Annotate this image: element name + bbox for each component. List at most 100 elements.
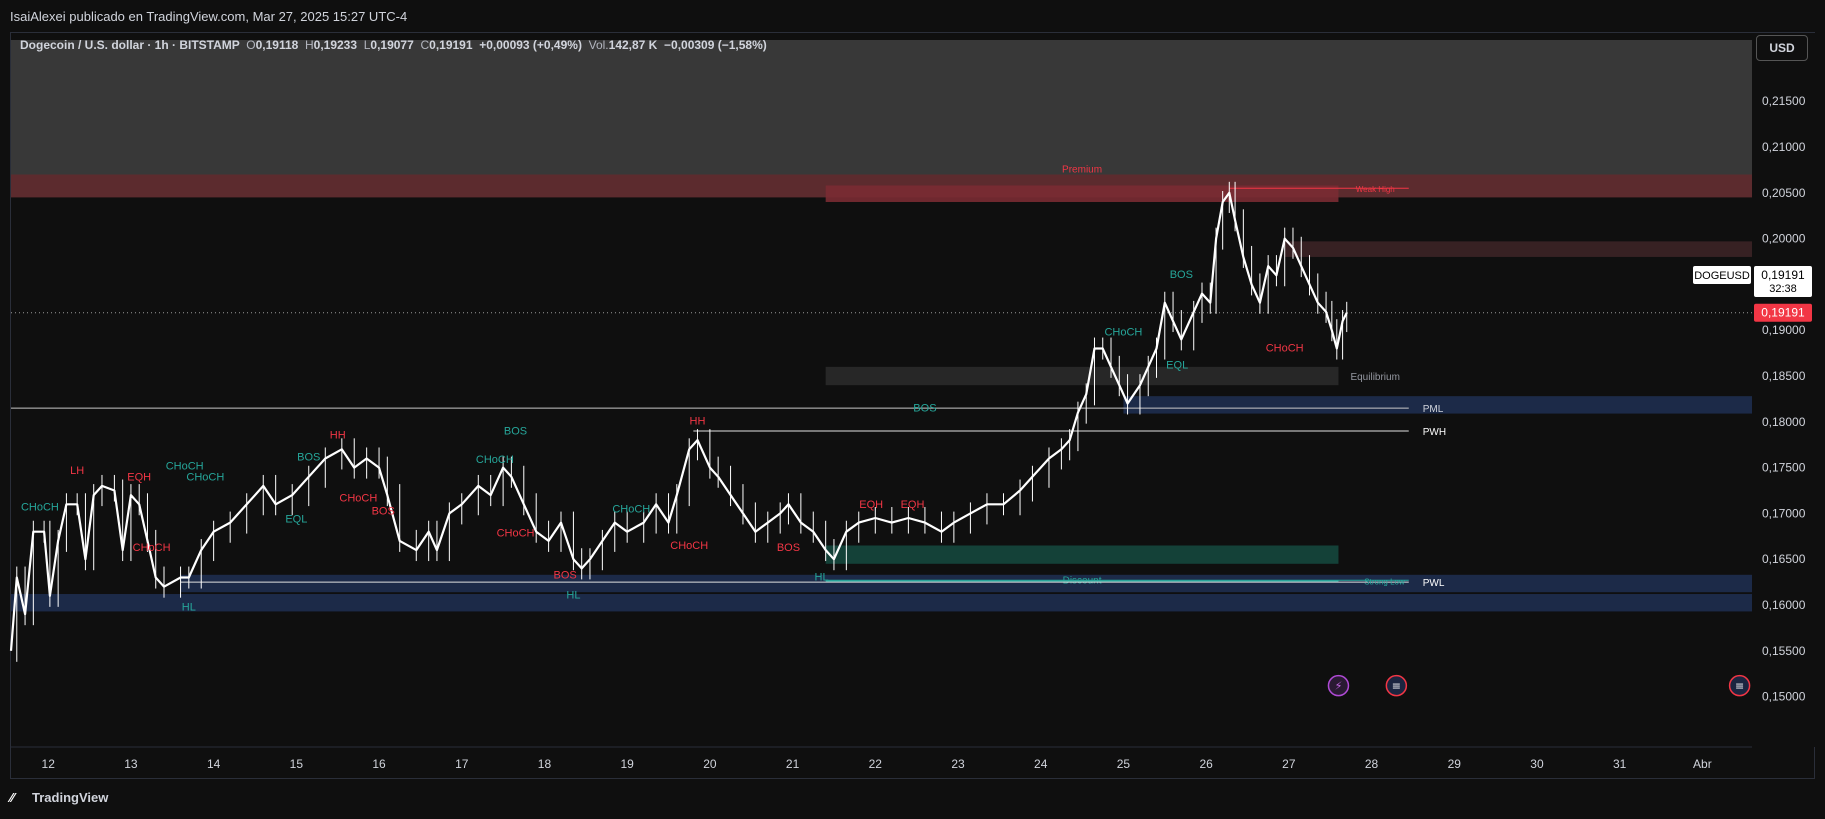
y-tick-label: 0,20500 — [1762, 186, 1806, 200]
x-tick-label: 17 — [455, 757, 469, 771]
zone-supply — [1284, 241, 1752, 257]
volume-value: 142,87 K — [608, 38, 658, 52]
zone-demand — [825, 545, 1339, 564]
x-tick-label: 12 — [42, 757, 56, 771]
zone-label-equilibrium: Equilibrium — [1350, 372, 1399, 383]
structure-label-eql: EQL — [1166, 360, 1188, 372]
close-label: C — [420, 38, 430, 52]
structure-label-eqh: EQH — [859, 499, 883, 511]
x-tick-label: 22 — [869, 757, 883, 771]
price-series-line — [9, 191, 1348, 651]
lightning-icon[interactable]: ⚡ — [1327, 674, 1350, 697]
structure-label-choch: CHoCH — [612, 504, 650, 516]
x-tick-label: 15 — [290, 757, 304, 771]
structure-label-hh: HH — [330, 429, 346, 441]
us-flag-icon[interactable]: ≡ — [1385, 674, 1408, 697]
price-axis-bg — [1752, 33, 1815, 747]
y-tick-label: 0,15500 — [1762, 644, 1806, 658]
y-tick-label: 0,19000 — [1762, 323, 1806, 337]
level-label-pml: PML — [1423, 404, 1444, 415]
last-price-tag — [1754, 303, 1812, 322]
publisher-bar: IsaiAlexei publicado en TradingView.com,… — [0, 0, 1825, 32]
structure-label-bos: BOS — [504, 426, 527, 438]
zone-pwl-zone — [180, 574, 1753, 593]
structure-label-choch: CHoCH — [186, 471, 224, 483]
high-label: H — [304, 38, 314, 52]
x-tick-label: 23 — [951, 757, 965, 771]
x-tick-label: 14 — [207, 757, 221, 771]
us-flag-icon[interactable]: ≡ — [1728, 674, 1751, 697]
symbol-legend: Dogecoin / U.S. dollar · 1h · BITSTAMP O… — [20, 38, 767, 52]
symbol-tag-text: DOGEUSD — [1694, 270, 1750, 282]
y-tick-label: 0,17500 — [1762, 461, 1806, 475]
y-tick-label: 0,20000 — [1762, 232, 1806, 246]
countdown-text: 32:38 — [1769, 283, 1797, 295]
x-tick-label: 18 — [538, 757, 552, 771]
x-tick-label: 30 — [1530, 757, 1544, 771]
last-price-tag-text: 0,19191 — [1761, 306, 1805, 320]
currency-button[interactable]: USD — [1756, 35, 1808, 61]
symbol-price-tag — [1754, 266, 1812, 297]
structure-label-eqh: EQH — [127, 471, 151, 483]
structure-label-hl: HL — [566, 590, 580, 602]
structure-label-choch: CHoCH — [1104, 327, 1142, 339]
y-tick-label: 0,15000 — [1762, 690, 1806, 704]
structure-label-eqh: EQH — [901, 499, 925, 511]
structure-label-choch: CHoCH — [339, 493, 377, 505]
level-label-weak-high: Weak High — [1356, 185, 1395, 194]
y-tick-label: 0,16000 — [1762, 598, 1806, 612]
structure-label-choch: CHoCH — [1266, 342, 1304, 354]
structure-label-bos: BOS — [372, 505, 395, 517]
y-tick-label: 0,18000 — [1762, 415, 1806, 429]
x-tick-label: 20 — [703, 757, 717, 771]
zone-equilibrium — [825, 366, 1339, 386]
x-tick-label: 16 — [372, 757, 386, 771]
x-tick-label: 27 — [1282, 757, 1296, 771]
level-label-strong-low: Strong Low — [1364, 577, 1405, 586]
low-label: L — [363, 38, 371, 52]
y-tick-label: 0,21000 — [1762, 140, 1806, 154]
high-value: 0,19233 — [313, 38, 358, 52]
price-chart[interactable]: PremiumEquilibriumDiscountPMLPWHPWLWeak … — [0, 0, 1825, 790]
x-tick-label: 24 — [1034, 757, 1048, 771]
y-tick-label: 0,18500 — [1762, 369, 1806, 383]
structure-label-bos: BOS — [297, 451, 320, 463]
structure-label-bos: BOS — [913, 403, 936, 415]
volume-label: Vol. — [588, 38, 609, 52]
zone-discount — [825, 580, 1339, 583]
structure-label-hl: HL — [182, 602, 196, 614]
x-tick-label: 21 — [786, 757, 800, 771]
y-tick-label: 0,16500 — [1762, 552, 1806, 566]
zone-label-premium: Premium — [1062, 165, 1102, 176]
structure-label-choch: CHoCH — [21, 502, 59, 514]
structure-label-bos: BOS — [777, 542, 800, 554]
structure-label-choch: CHoCH — [497, 527, 535, 539]
zone-pml-zone — [1123, 396, 1752, 414]
structure-label-lh: LH — [70, 465, 84, 477]
low-value: 0,19077 — [370, 38, 414, 52]
change-value: +0,00093 (+0,49%) — [479, 38, 582, 52]
volume-change: −0,00309 (−1,58%) — [664, 38, 767, 52]
structure-label-choch: CHoCH — [670, 540, 708, 552]
premium-gray-band — [11, 40, 1752, 175]
structure-label-hl: HL — [815, 571, 829, 583]
open-value: 0,19118 — [255, 38, 299, 52]
x-tick-label: 26 — [1199, 757, 1213, 771]
svg-text:≡: ≡ — [1392, 680, 1401, 693]
publisher-text: IsaiAlexei publicado en TradingView.com,… — [10, 9, 408, 24]
svg-text:⚡: ⚡ — [1335, 680, 1343, 693]
zone-premium-inner — [825, 185, 1339, 202]
x-tick-label: 13 — [124, 757, 138, 771]
tradingview-logo-icon: ⁄⁄ — [10, 790, 15, 805]
x-tick-label: 31 — [1613, 757, 1627, 771]
x-tick-label: 25 — [1117, 757, 1131, 771]
x-tick-label: 28 — [1365, 757, 1379, 771]
close-value: 0,19191 — [429, 38, 473, 52]
zone-pwl-zone2 — [11, 594, 1752, 612]
symbol-tag — [1693, 266, 1751, 284]
x-tick-label: 19 — [620, 757, 634, 771]
structure-label-choch: CHoCH — [166, 460, 204, 472]
structure-label-choch: CHoCH — [133, 542, 171, 554]
structure-label-bos: BOS — [1170, 269, 1193, 281]
x-tick-label: Abr — [1693, 757, 1712, 771]
